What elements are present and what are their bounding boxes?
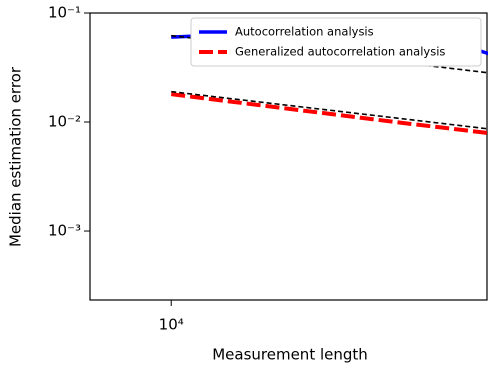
- y-tick-label: 10⁻³: [48, 222, 81, 240]
- series-line: [171, 90, 488, 130]
- legend-box: [190, 17, 482, 67]
- y-axis-label: Median estimation error: [7, 66, 25, 247]
- x-axis-label: Measurement length: [212, 346, 368, 364]
- series-line: [170, 92, 488, 136]
- legend-label: Autocorrelation analysis: [235, 25, 374, 39]
- legend-label: Generalized autocorrelation analysis: [235, 45, 445, 59]
- y-tick-label: 10⁻¹: [48, 4, 81, 22]
- x-tick-label: 10⁴: [159, 316, 184, 334]
- plot-frame: [89, 12, 488, 301]
- series-line: [171, 34, 488, 74]
- y-tick-label: 10⁻²: [48, 113, 81, 131]
